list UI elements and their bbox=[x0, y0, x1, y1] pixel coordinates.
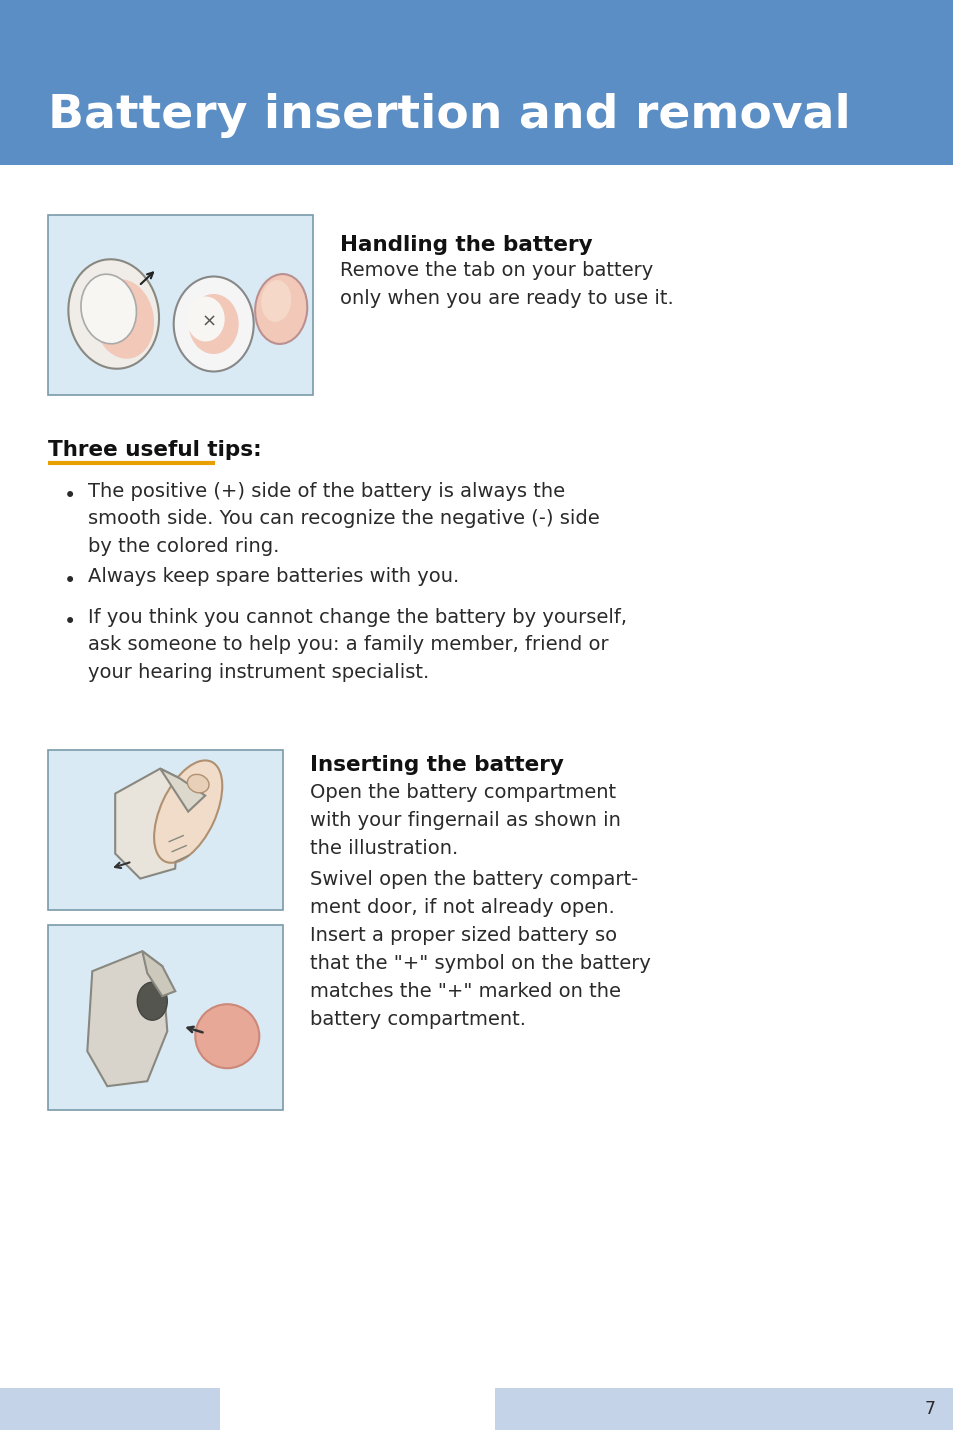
Text: The positive (+) side of the battery is always the
smooth side. You can recogniz: The positive (+) side of the battery is … bbox=[88, 482, 599, 555]
Text: •: • bbox=[64, 612, 76, 632]
Text: Always keep spare batteries with you.: Always keep spare batteries with you. bbox=[88, 566, 458, 585]
Ellipse shape bbox=[187, 296, 225, 342]
Text: •: • bbox=[64, 486, 76, 506]
Ellipse shape bbox=[93, 279, 153, 359]
Text: Battery insertion and removal: Battery insertion and removal bbox=[48, 93, 850, 137]
Bar bbox=[48, 749, 283, 909]
Ellipse shape bbox=[199, 1027, 214, 1047]
Text: ×: × bbox=[201, 313, 216, 330]
Polygon shape bbox=[160, 768, 205, 812]
Text: Remove the tab on your battery
only when you are ready to use it.: Remove the tab on your battery only when… bbox=[339, 262, 673, 307]
Ellipse shape bbox=[189, 295, 238, 355]
Bar bbox=[48, 214, 313, 395]
Ellipse shape bbox=[187, 774, 209, 792]
Ellipse shape bbox=[137, 982, 167, 1020]
Text: •: • bbox=[64, 571, 76, 591]
Bar bbox=[0, 0, 953, 164]
Ellipse shape bbox=[261, 280, 291, 322]
Text: Handling the battery: Handling the battery bbox=[339, 235, 592, 255]
Bar bbox=[495, 1389, 953, 1430]
Text: Open the battery compartment
with your fingernail as shown in
the illustration.: Open the battery compartment with your f… bbox=[310, 784, 620, 858]
Ellipse shape bbox=[173, 276, 253, 372]
Ellipse shape bbox=[69, 259, 159, 369]
Polygon shape bbox=[115, 768, 180, 878]
Ellipse shape bbox=[81, 275, 136, 343]
Text: Inserting the battery: Inserting the battery bbox=[310, 755, 563, 775]
Text: Three useful tips:: Three useful tips: bbox=[48, 440, 261, 460]
Text: 7: 7 bbox=[924, 1400, 935, 1419]
Circle shape bbox=[195, 1004, 259, 1068]
Text: Swivel open the battery compart-
ment door, if not already open.
Insert a proper: Swivel open the battery compart- ment do… bbox=[310, 869, 650, 1030]
Polygon shape bbox=[88, 951, 167, 1087]
Ellipse shape bbox=[254, 275, 307, 345]
Text: If you think you cannot change the battery by yourself,
ask someone to help you:: If you think you cannot change the batte… bbox=[88, 608, 626, 682]
Bar bbox=[0, 1389, 220, 1430]
Bar bbox=[48, 925, 283, 1110]
Ellipse shape bbox=[154, 761, 222, 862]
Polygon shape bbox=[142, 951, 175, 997]
